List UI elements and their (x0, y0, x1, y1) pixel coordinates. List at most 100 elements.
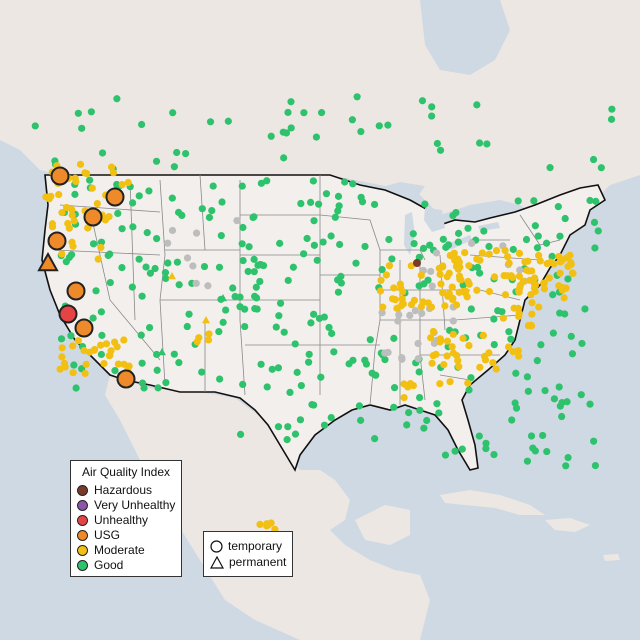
monitor-dot (549, 291, 557, 299)
monitor-dot (322, 190, 331, 198)
monitor-dot (534, 232, 542, 240)
legend-label: temporary (228, 539, 283, 553)
monitor-dot (403, 421, 411, 429)
monitor-dot (276, 239, 284, 247)
monitor-dot (320, 421, 329, 429)
monitor-dot (138, 292, 146, 300)
monitor-dot (55, 190, 63, 199)
monitor-dot (515, 288, 523, 296)
monitor-dot (555, 282, 563, 290)
monitor-dot (556, 258, 565, 266)
monitor-dot (317, 373, 325, 381)
monitor-dot (432, 249, 441, 257)
monitor-dot (233, 216, 241, 225)
monitor-dot (535, 251, 543, 260)
monitor-dot (287, 124, 295, 132)
monitor-dot (111, 367, 119, 375)
monitor-dot (300, 109, 308, 117)
monitor-dot (57, 335, 66, 343)
monitor-dot (564, 262, 572, 271)
monitor-dot (465, 341, 473, 350)
monitor-dot (200, 262, 209, 271)
monitor-dot (426, 241, 434, 249)
monitor-dot (480, 352, 489, 361)
monitor-dot (315, 200, 323, 208)
monitor-dot (445, 269, 453, 277)
monitor-dot (537, 341, 545, 349)
monitor-dot (178, 211, 186, 220)
monitor-dot (494, 307, 502, 315)
monitor-dot (80, 346, 88, 355)
monitor-dot (558, 412, 566, 421)
legend-item-unhealthy: Unhealthy (77, 513, 148, 527)
monitor-dot (98, 149, 107, 157)
monitor-dot (192, 279, 200, 287)
monitor-dot (475, 139, 484, 147)
monitor-dot (519, 277, 527, 286)
monitor-dot (217, 231, 225, 240)
usg-swatch (77, 529, 88, 541)
monitor-dot (522, 235, 531, 244)
monitor-dot (485, 287, 494, 296)
monitor-dot (87, 108, 95, 116)
monitor-dot (317, 109, 326, 117)
monitor-dot (417, 271, 425, 279)
monitor-dot (509, 245, 517, 254)
monitor-dot (523, 373, 531, 381)
monitor-dot (390, 384, 399, 392)
monitor-dot (535, 303, 543, 311)
monitor-dot (577, 391, 585, 399)
monitor-dot (428, 112, 436, 120)
monitor-dot (376, 287, 385, 295)
monitor-dot (361, 242, 369, 251)
monitor-dot (327, 413, 335, 422)
monitor-dot (118, 225, 126, 233)
baja-peninsula (110, 380, 170, 485)
monitor-dot (86, 348, 94, 356)
monitor-dot (590, 437, 598, 445)
monitor-dot (224, 117, 232, 125)
monitor-dot (429, 327, 437, 336)
monitor-dot (400, 380, 408, 388)
monitor-dot (336, 240, 344, 249)
monitor-dot (100, 360, 108, 368)
monitor-dot (554, 203, 562, 211)
monitor-dot (279, 128, 287, 136)
monitor-dot (145, 187, 153, 195)
monitor-dot (398, 295, 406, 303)
monitor-dot (263, 520, 271, 528)
monitor-dot (382, 271, 391, 279)
monitor-dot (297, 199, 305, 208)
monitor-dot (478, 249, 486, 257)
monitor-dot (418, 309, 426, 318)
monitor-dot (465, 386, 473, 394)
monitor-dot (454, 238, 462, 246)
monitor-dot (185, 310, 193, 318)
monitor-dot (204, 336, 213, 344)
monitor-dot (216, 375, 224, 383)
monitor-dot (436, 338, 444, 346)
monitor-dot (530, 197, 538, 205)
monitor-dot (353, 93, 361, 101)
monitor-dot (398, 355, 406, 363)
monitor-dot (482, 444, 490, 453)
monitor-dot (446, 378, 454, 386)
monitor-dot (390, 284, 398, 292)
monitor-dot (568, 350, 577, 358)
monitor-dot (275, 312, 283, 320)
monitor-dot (284, 108, 292, 117)
circle-icon (210, 539, 223, 553)
monitor-dot (370, 200, 379, 209)
monitor-dot (531, 222, 539, 230)
aqi-legend-title: Air Quality Index (81, 465, 171, 479)
monitor-dot (465, 280, 473, 288)
monitor-dot (482, 439, 490, 447)
monitor-dot (385, 235, 393, 244)
monitor-dot (328, 329, 336, 338)
monitor-dot (310, 310, 318, 318)
monitor-dot (543, 260, 551, 268)
legend-label: permanent (229, 555, 287, 569)
monitor-dot (464, 379, 472, 387)
monitor-dot (435, 409, 443, 417)
